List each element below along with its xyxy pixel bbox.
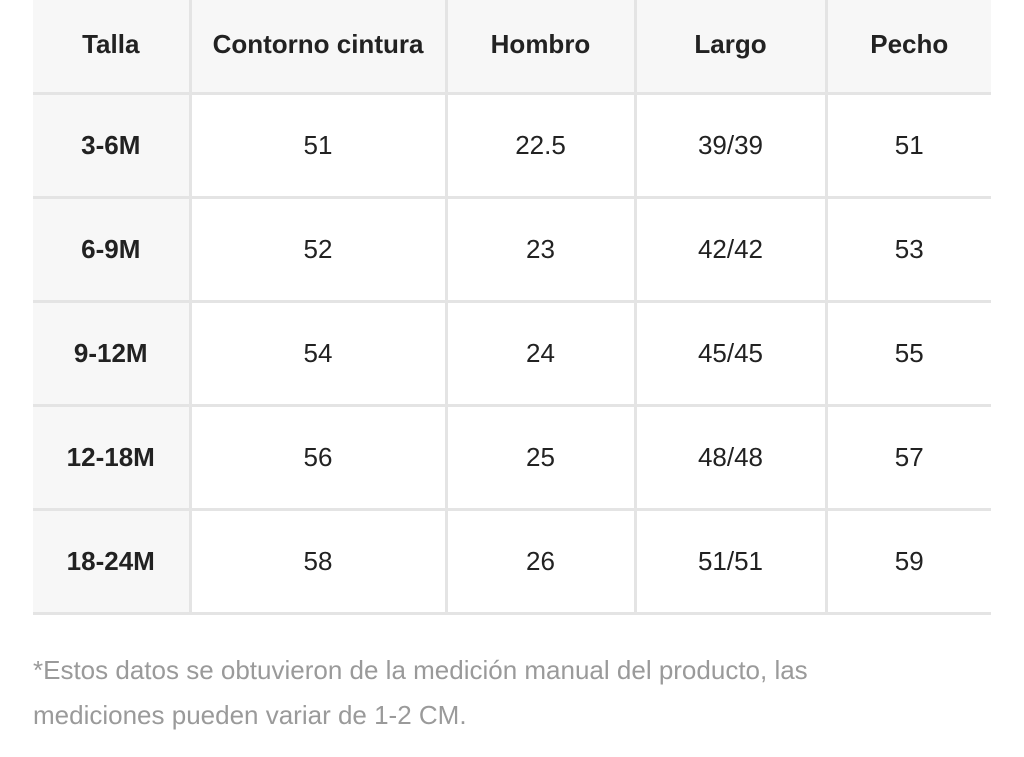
table-row: 6-9M 52 23 42/42 53 (33, 196, 991, 303)
table-cell: 59 (824, 508, 991, 615)
table-cell: 42/42 (633, 196, 828, 303)
size-cell: 9-12M (33, 300, 192, 407)
table-cell: 23 (444, 196, 637, 303)
table-cell: 51/51 (633, 508, 828, 615)
table-cell: 58 (188, 508, 448, 615)
table-cell: 24 (444, 300, 637, 407)
table-cell: 51 (824, 93, 991, 199)
table-cell: 25 (444, 404, 637, 511)
table-cell: 22.5 (444, 93, 637, 199)
header-row: Talla Contorno cintura Hombro Largo Pecho (33, 0, 991, 95)
table-cell: 56 (188, 404, 448, 511)
size-cell: 12-18M (33, 404, 192, 511)
header-cell: Talla (33, 0, 192, 95)
footnote: *Estos datos se obtuvieron de la medició… (33, 655, 808, 730)
header-cell: Contorno cintura (188, 0, 448, 95)
table-body: 3-6M 51 22.5 39/39 51 6-9M 52 23 42/42 53 9-12M 54 2… (33, 93, 991, 615)
header-cell: Largo (633, 0, 828, 95)
table-cell: 53 (824, 196, 991, 303)
size-cell: 3-6M (33, 93, 192, 199)
table-row: 12-18M 56 25 48/48 57 (33, 404, 991, 511)
size-cell: 6-9M (33, 196, 192, 303)
table-cell: 39/39 (633, 93, 828, 199)
table-cell: 52 (188, 196, 448, 303)
table-cell: 26 (444, 508, 637, 615)
table-cell: 48/48 (633, 404, 828, 511)
size-table: Talla Contorno cintura Hombro Largo Pecho 3-… (33, 0, 991, 615)
table-cell: 45/45 (633, 300, 828, 407)
table-cell: 51 (188, 93, 448, 199)
table-row: 3-6M 51 22.5 39/39 51 (33, 93, 991, 199)
table-cell: 57 (824, 404, 991, 511)
table-row: 9-12M 54 24 45/45 55 (33, 300, 991, 407)
header-cell: Hombro (444, 0, 637, 95)
table-cell: 54 (188, 300, 448, 407)
table-cell: 55 (824, 300, 991, 407)
table-row: 18-24M 58 26 51/51 59 (33, 508, 991, 615)
header-cell: Pecho (824, 0, 991, 95)
size-cell: 18-24M (33, 508, 192, 615)
